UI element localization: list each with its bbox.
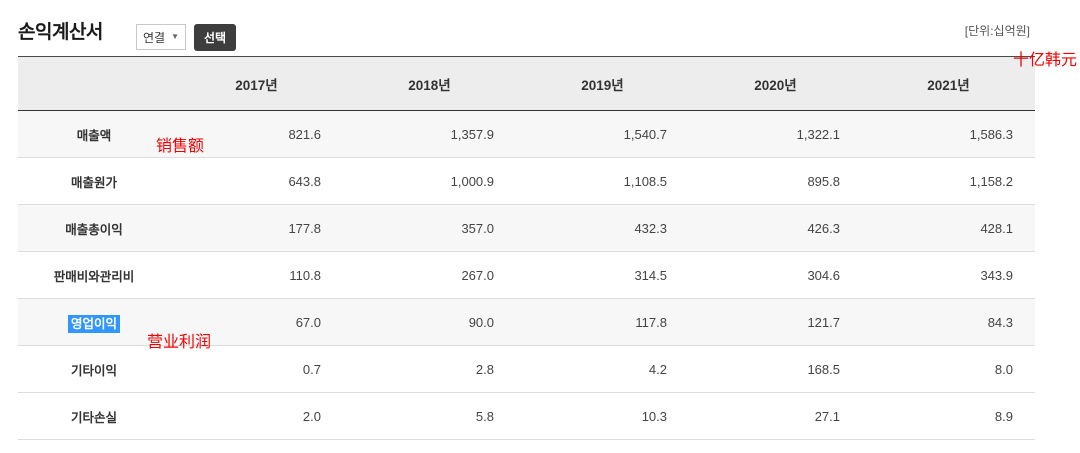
value-cell: 267.0 — [461, 267, 494, 283]
row-label: 매출원가 — [18, 158, 170, 205]
value-cell: 343.9 — [980, 267, 1013, 283]
value-cell: 121.7 — [807, 314, 840, 330]
value-cell: 1,540.7 — [623, 126, 667, 142]
row-label-text: 매출총이익 — [65, 222, 123, 237]
row-label-text: 기타손실 — [70, 410, 117, 425]
value-cell: 84.3 — [987, 314, 1013, 330]
year-column-header: 2018년 — [408, 77, 451, 93]
value-cell: 1,357.9 — [450, 126, 494, 142]
value-cell: 1,322.1 — [796, 126, 840, 142]
table-row: 기타손실 2.0 5.8 10.3 27.1 8.9 — [18, 392, 1035, 440]
value-cell: 895.8 — [807, 173, 840, 189]
value-cell: 90.0 — [468, 314, 494, 330]
value-cell: 821.6 — [288, 126, 321, 142]
row-label-text-selected: 영업이익 — [67, 314, 120, 333]
income-statement-table: 2017년 2018년 2019년 2020년 2021년 매출액 821.6 1,357.… — [18, 56, 1035, 440]
table-header-row: 2017년 2018년 2019년 2020년 2021년 — [18, 56, 1035, 111]
value-cell: 304.6 — [807, 267, 840, 283]
value-cell: 110.8 — [289, 267, 321, 283]
table-row: 판매비와관리비 110.8 267.0 314.5 304.6 343.9 — [18, 251, 1035, 299]
table-row: 기타이익 0.7 2.8 4.2 168.5 8.0 — [18, 345, 1035, 393]
table-row: 매출액 821.6 1,357.9 1,540.7 1,322.1 1,586.3 — [18, 110, 1035, 158]
value-cell: 117.8 — [635, 314, 667, 330]
page-title: 손익계산서 — [18, 22, 103, 43]
value-cell: 5.8 — [475, 408, 494, 424]
value-cell: 1,586.3 — [969, 126, 1013, 142]
value-cell: 168.5 — [807, 361, 840, 377]
annotation-operating-profit-chinese: 营业利润 — [147, 334, 212, 351]
value-cell: 643.8 — [288, 173, 321, 189]
header-empty-cell — [18, 57, 170, 111]
row-label-text: 매출액 — [76, 128, 112, 143]
row-label: 기타이익 — [18, 346, 170, 393]
value-cell: 8.9 — [994, 408, 1013, 424]
row-label: 매출총이익 — [18, 205, 170, 252]
value-cell: 357.0 — [461, 220, 494, 236]
value-cell: 2.0 — [302, 408, 321, 424]
value-cell: 177.8 — [288, 220, 321, 236]
consolidation-select[interactable]: 연결 ▼ — [136, 24, 186, 50]
row-label-text: 매출원가 — [70, 175, 117, 190]
year-column-header: 2019년 — [581, 77, 624, 93]
table-row: 매출총이익 177.8 357.0 432.3 426.3 428.1 — [18, 204, 1035, 252]
year-column-header: 2020년 — [754, 77, 797, 93]
row-label-text: 기타이익 — [70, 363, 117, 378]
chevron-down-icon: ▼ — [171, 32, 179, 41]
year-column-header: 2017년 — [235, 77, 278, 93]
value-cell: 0.7 — [302, 361, 321, 377]
value-cell: 4.2 — [648, 361, 667, 377]
value-cell: 67.0 — [295, 314, 321, 330]
unit-label: [단위:십억원] — [964, 24, 1030, 38]
row-label: 매출액 — [18, 111, 170, 158]
value-cell: 1,158.2 — [969, 173, 1013, 189]
value-cell: 8.0 — [994, 361, 1013, 377]
value-cell: 27.1 — [814, 408, 840, 424]
annotation-unit-chinese: 十亿韩元 — [1012, 52, 1077, 69]
year-column-header: 2021년 — [927, 77, 970, 93]
row-label-text: 판매비와관리비 — [53, 269, 135, 284]
value-cell: 426.3 — [807, 220, 840, 236]
consolidation-select-value: 연결 — [142, 30, 166, 45]
row-label: 판매비와관리비 — [18, 252, 170, 299]
select-button[interactable]: 선택 — [194, 24, 237, 51]
row-label: 영업이익 — [18, 299, 170, 346]
value-cell: 314.5 — [634, 267, 667, 283]
table-row: 영업이익 67.0 90.0 117.8 121.7 84.3 — [18, 298, 1035, 346]
table-row: 매출원가 643.8 1,000.9 1,108.5 895.8 1,158.2 — [18, 157, 1035, 205]
value-cell: 1,108.5 — [623, 173, 667, 189]
value-cell: 10.3 — [641, 408, 667, 424]
value-cell: 428.1 — [980, 220, 1013, 236]
annotation-revenue-chinese: 销售额 — [156, 138, 205, 155]
value-cell: 2.8 — [475, 361, 494, 377]
value-cell: 432.3 — [634, 220, 667, 236]
value-cell: 1,000.9 — [450, 173, 494, 189]
row-label: 기타손실 — [18, 393, 170, 440]
